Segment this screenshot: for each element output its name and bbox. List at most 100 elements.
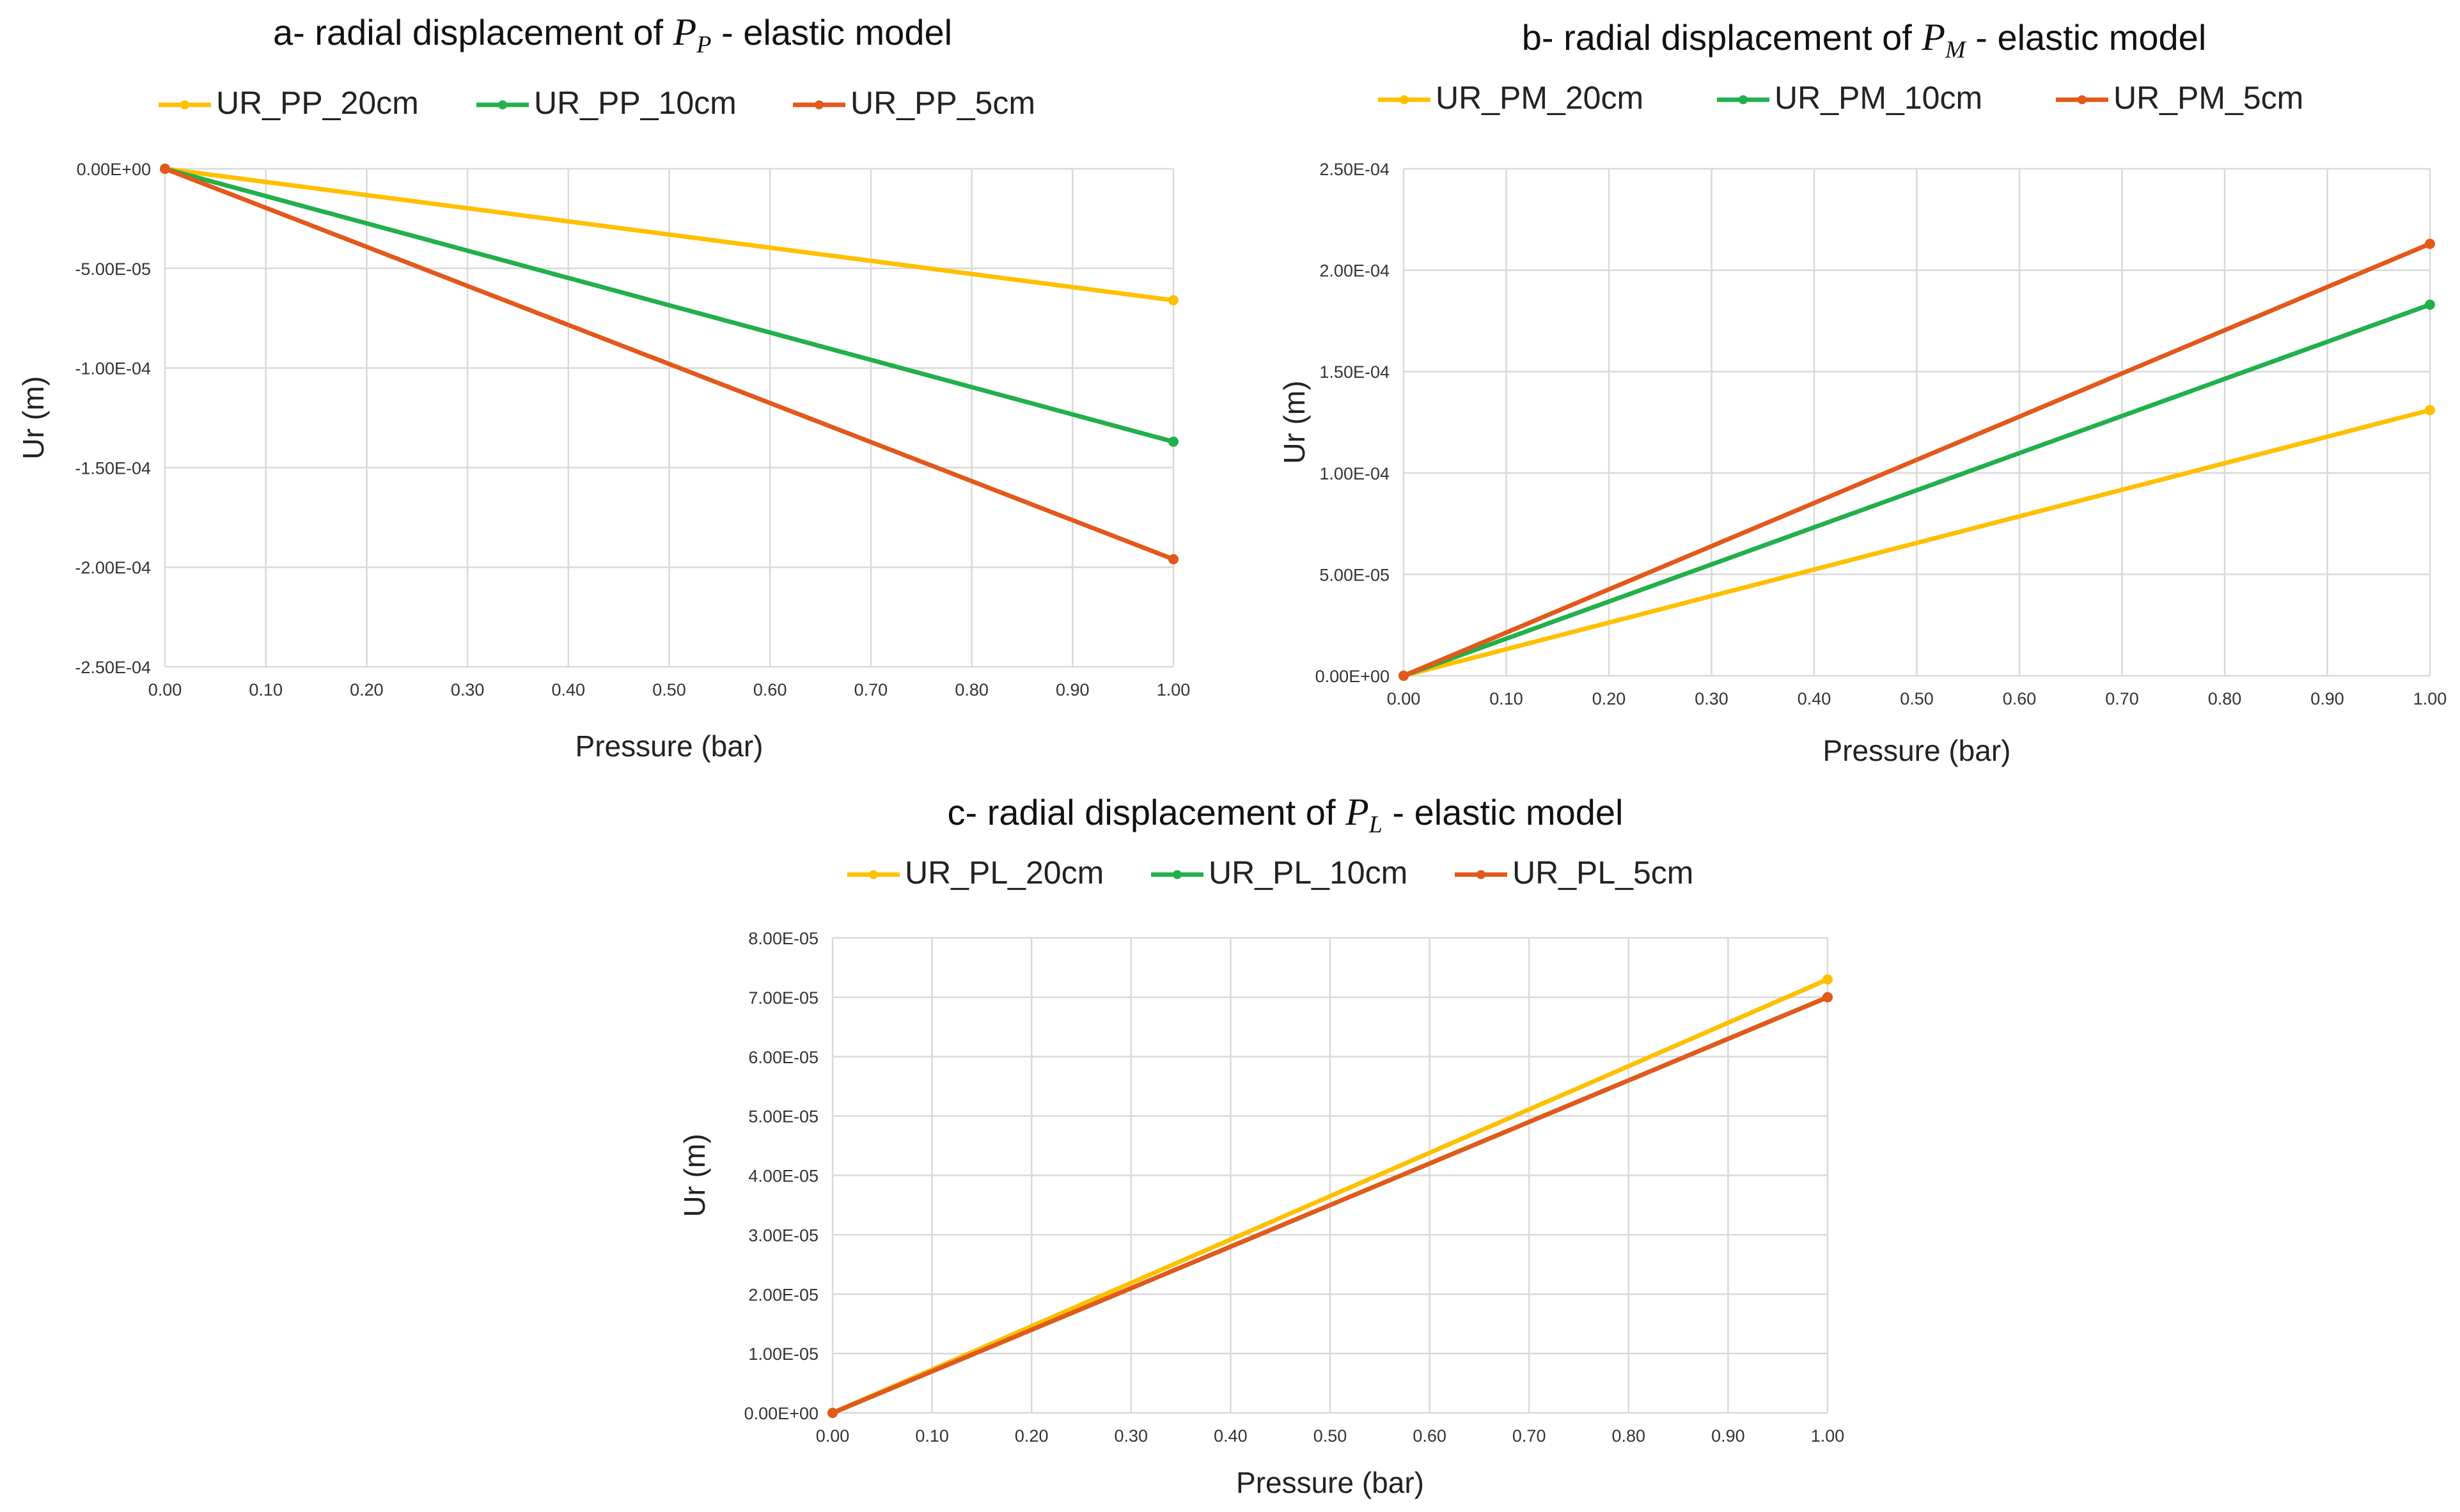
y-tick-label: 7.00E-05	[748, 988, 819, 1008]
chart-title: c- radial displacement of PL - elastic m…	[948, 791, 1624, 838]
legend-label: UR_PL_5cm	[1512, 855, 1693, 891]
chart-c-svg: c- radial displacement of PL - elastic m…	[678, 791, 1845, 1499]
y-tick-label: 1.00E-05	[748, 1344, 819, 1364]
data-point-UR_PL_5cm	[827, 1408, 838, 1418]
x-tick-label: 0.90	[1056, 680, 1090, 699]
y-axis-title: Ur (m)	[17, 376, 50, 459]
x-tick-label: 0.90	[1711, 1426, 1745, 1446]
x-axis-title: Pressure (bar)	[576, 729, 764, 763]
legend-marker	[498, 100, 507, 109]
chart-panel-b: b- radial displacement of PM - elastic m…	[1253, 0, 2460, 767]
y-tick-label: 5.00E-05	[1319, 565, 1390, 584]
legend-label: UR_PM_5cm	[2113, 80, 2303, 116]
x-tick-label: 0.20	[350, 680, 384, 699]
chart-title-subscript: P	[696, 31, 711, 58]
x-tick-label: 1.00	[1157, 680, 1191, 699]
y-tick-label: -2.00E-04	[75, 558, 151, 577]
x-tick-label: 0.30	[1695, 689, 1728, 708]
legend-label: UR_PP_20cm	[216, 85, 419, 121]
legend-marker	[815, 100, 824, 109]
chart-title-subscript: M	[1945, 36, 1967, 63]
legend-entry-UR_PM_10cm: UR_PM_10cm	[1717, 80, 1982, 116]
x-tick-label: 0.00	[1387, 689, 1421, 708]
data-point-UR_PP_10cm	[1168, 436, 1179, 447]
y-tick-label: 0.00E+00	[744, 1404, 819, 1423]
data-point-UR_PP_5cm	[160, 164, 170, 174]
chart-title-suffix: - elastic model	[1383, 792, 1624, 832]
y-axis-title: Ur (m)	[678, 1134, 711, 1217]
y-tick-label: 6.00E-05	[748, 1048, 819, 1067]
x-tick-label: 0.90	[2310, 689, 2344, 708]
y-tick-label: -1.50E-04	[75, 458, 151, 478]
x-tick-label: 0.40	[552, 680, 586, 699]
legend-label: UR_PL_10cm	[1209, 855, 1407, 891]
legend-label: UR_PP_5cm	[850, 85, 1035, 121]
data-point-UR_PL_5cm	[1822, 992, 1833, 1002]
x-tick-label: 0.70	[1512, 1426, 1546, 1446]
x-tick-label: 0.60	[2003, 689, 2037, 708]
x-tick-label: 0.80	[1612, 1426, 1646, 1446]
legend-entry-UR_PM_5cm: UR_PM_5cm	[2056, 80, 2303, 116]
y-tick-label: -5.00E-05	[75, 260, 151, 279]
x-axis-title: Pressure (bar)	[1236, 1466, 1424, 1499]
y-tick-label: 5.00E-05	[748, 1107, 819, 1126]
series-line-UR_PL_20cm	[830, 977, 1830, 1415]
x-tick-label: 0.10	[249, 680, 283, 699]
y-tick-label: 1.50E-04	[1319, 362, 1390, 382]
y-tick-label: 0.00E+00	[77, 160, 151, 179]
series-line-UR_PP_20cm	[162, 166, 1176, 303]
x-tick-label: 0.10	[915, 1426, 949, 1446]
x-axis-title: Pressure (bar)	[1823, 734, 2011, 767]
chart-title-symbol: P	[673, 11, 697, 53]
chart-title-suffix: - elastic model	[711, 12, 952, 52]
series-line-UR_PM_5cm	[1401, 241, 2433, 678]
chart-title-subscript: L	[1368, 811, 1383, 838]
data-point-UR_PM_5cm	[1398, 671, 1409, 681]
chart-title-symbol: P	[1921, 16, 1945, 58]
legend-entry-UR_PL_5cm: UR_PL_5cm	[1455, 855, 1693, 891]
chart-panel-c: c- radial displacement of PL - elastic m…	[671, 774, 1886, 1512]
chart-b-svg: b- radial displacement of PM - elastic m…	[1278, 16, 2447, 767]
legend-marker	[1739, 95, 1748, 104]
x-tick-label: 0.00	[148, 680, 182, 699]
chart-a-svg: a- radial displacement of PP - elastic m…	[17, 11, 1191, 763]
x-tick-label: 0.30	[451, 680, 485, 699]
legend-marker	[180, 100, 189, 109]
y-tick-label: -2.50E-04	[75, 658, 151, 677]
series-line-UR_PM_20cm	[1401, 407, 2433, 678]
legend-marker	[1477, 870, 1485, 879]
chart-title-suffix: - elastic model	[1966, 17, 2207, 58]
chart-panel-a: a- radial displacement of PP - elastic m…	[0, 0, 1215, 767]
x-tick-label: 0.10	[1489, 689, 1523, 708]
data-point-UR_PM_10cm	[2425, 299, 2435, 310]
legend-label: UR_PM_10cm	[1774, 80, 1982, 116]
y-tick-label: 3.00E-05	[748, 1226, 819, 1245]
legend-marker	[1173, 870, 1182, 879]
series-line-UR_PM_10cm	[1401, 302, 2433, 678]
legend-label: UR_PP_10cm	[534, 85, 737, 121]
x-tick-label: 0.50	[1900, 689, 1934, 708]
x-tick-label: 0.60	[753, 680, 787, 699]
legend-entry-UR_PP_5cm: UR_PP_5cm	[793, 85, 1035, 121]
y-tick-label: -1.00E-04	[75, 359, 151, 378]
x-tick-label: 0.50	[1313, 1426, 1347, 1446]
chart-title-symbol: P	[1345, 791, 1369, 833]
data-point-UR_PP_20cm	[1168, 295, 1179, 306]
y-tick-label: 4.00E-05	[748, 1167, 819, 1186]
x-tick-label: 0.40	[1798, 689, 1831, 708]
x-tick-label: 0.80	[955, 680, 989, 699]
x-tick-label: 1.00	[1811, 1426, 1845, 1446]
series-line-UR_PP_5cm	[162, 166, 1176, 562]
chart-title-prefix: a- radial displacement of	[273, 12, 673, 52]
x-tick-label: 0.20	[1015, 1426, 1049, 1446]
legend-marker	[869, 870, 878, 879]
legend-entry-UR_PM_20cm: UR_PM_20cm	[1378, 80, 1643, 116]
chart-title: b- radial displacement of PM - elastic m…	[1522, 16, 2207, 63]
x-tick-label: 0.50	[652, 680, 686, 699]
legend-marker	[1400, 95, 1409, 104]
x-tick-label: 0.80	[2208, 689, 2242, 708]
x-tick-label: 0.70	[854, 680, 888, 699]
x-tick-label: 0.40	[1214, 1426, 1248, 1446]
chart-title-prefix: b- radial displacement of	[1522, 17, 1922, 58]
data-point-UR_PM_5cm	[2425, 238, 2435, 249]
